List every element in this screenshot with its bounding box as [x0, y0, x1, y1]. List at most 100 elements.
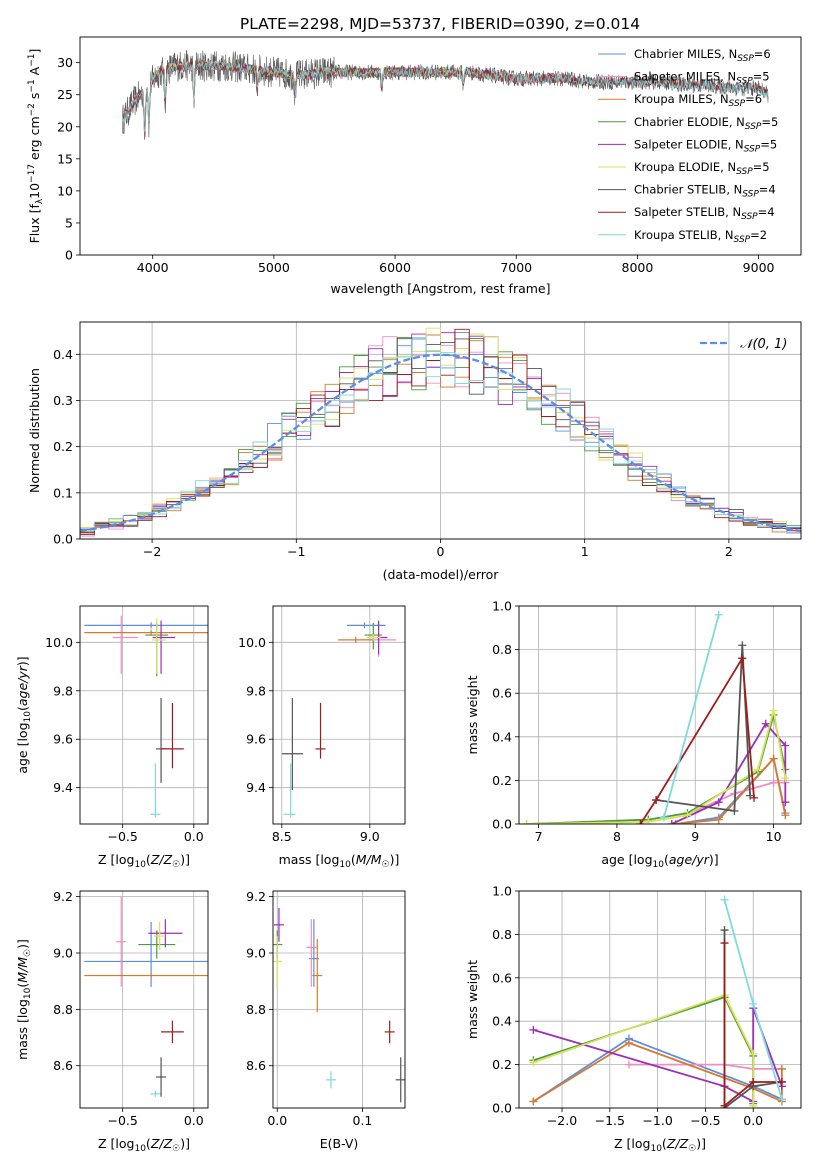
errorbar-point	[150, 763, 161, 818]
y-tick-label: 0.8	[492, 642, 512, 657]
legend-label: Salpeter ELODIE, NSSP=5	[634, 137, 777, 154]
plot-area	[122, 49, 769, 140]
x-tick-label: 9.0	[360, 829, 380, 844]
weight-marker	[720, 895, 729, 904]
errorbar-point	[161, 702, 184, 769]
weight-marker	[624, 1060, 633, 1069]
axes-frame	[518, 890, 802, 1109]
x-tick-label: −2.0	[547, 1113, 577, 1128]
model-spectrum	[122, 60, 769, 133]
errorbar-point	[151, 618, 166, 674]
errorbar-point	[283, 763, 296, 818]
axes-frame	[79, 890, 209, 1109]
y-tick-label: 0.4	[492, 729, 512, 744]
y-tick-label: 0.0	[492, 1101, 512, 1116]
x-tick-label: 0	[437, 544, 445, 559]
weight-marker	[667, 820, 676, 824]
axes-frame	[79, 605, 209, 825]
errorbar-point	[312, 938, 323, 1013]
weight-marker	[529, 1097, 538, 1106]
weight-marker	[781, 811, 790, 820]
x-axis-label: Z [log10(Z/Z☉)]	[614, 1136, 706, 1154]
y-tick-label: 9.0	[246, 946, 266, 961]
errorbar-point	[156, 1057, 167, 1097]
errorbar-point	[152, 620, 176, 674]
legend-label: Kroupa STELIB, NSSP=2	[634, 228, 767, 245]
legend-label: Salpeter MILES, NSSP=5	[634, 70, 770, 87]
errorbar-point	[148, 919, 183, 948]
weight-marker	[769, 754, 778, 763]
y-tick-label: 30	[57, 55, 73, 70]
weight-line	[526, 710, 787, 824]
plot-area	[80, 327, 801, 537]
weight-marker	[749, 1101, 758, 1108]
x-tick-label: 0.0	[267, 1113, 287, 1128]
y-tick-label: 8.6	[246, 1058, 266, 1073]
weight-marker	[738, 641, 747, 650]
axes-frame	[79, 321, 802, 540]
errorbar-point	[84, 972, 208, 979]
errorbar-point	[156, 698, 167, 783]
x-axis-label: (data-model)/error	[383, 567, 500, 582]
weight-marker	[749, 1077, 758, 1086]
x-tick-label: 2	[725, 544, 733, 559]
x-tick-label: 0.0	[184, 829, 204, 844]
weight-marker	[730, 806, 739, 815]
weight-marker	[749, 1049, 758, 1058]
y-axis-label: Normed distribution	[27, 368, 42, 493]
x-tick-label: 6000	[379, 260, 411, 275]
y-tick-label: 9.6	[53, 732, 73, 747]
grid	[519, 605, 801, 825]
y-tick-label: 9.8	[246, 683, 266, 698]
plot-area	[281, 620, 397, 818]
plot-area	[84, 615, 208, 818]
y-tick-label: 0.2	[53, 439, 73, 454]
y-tick-label: 10.0	[238, 635, 266, 650]
errorbar-point	[150, 1090, 161, 1097]
x-tick-label: 10	[766, 829, 782, 844]
errorbar-point	[153, 922, 166, 951]
errorbar-point	[273, 936, 283, 987]
weight-marker	[529, 1025, 538, 1034]
y-tick-label: 0.8	[492, 927, 512, 942]
weight-marker	[529, 1058, 538, 1067]
y-tick-label: 10.0	[45, 635, 73, 650]
y-axis-label: mass weight	[465, 675, 480, 754]
legend-label: Chabrier STELIB, NSSP=4	[634, 183, 776, 200]
errorbar-point	[84, 622, 208, 629]
y-tick-label: 1.0	[492, 599, 512, 614]
y-tick-label: 9.2	[246, 889, 266, 904]
x-tick-label: 8	[613, 829, 621, 844]
x-tick-label: 9	[691, 829, 699, 844]
y-tick-label: 9.6	[246, 732, 266, 747]
y-tick-label: 20	[57, 119, 73, 134]
y-tick-label: 0.1	[53, 485, 73, 500]
weight-line	[663, 614, 720, 818]
grid	[273, 891, 405, 1108]
plot-area	[522, 610, 790, 824]
errorbar-point	[281, 698, 303, 791]
weight-marker	[750, 793, 758, 802]
x-tick-label: −1.0	[642, 1113, 672, 1128]
weight-marker	[720, 1101, 729, 1108]
y-axis-label: mass [log10(M/M☉)]	[15, 939, 33, 1060]
x-tick-label: 7	[535, 829, 543, 844]
weight-marker	[683, 811, 692, 820]
legend-label: Chabrier ELODIE, NSSP=5	[634, 115, 778, 132]
weight-marker	[777, 1077, 786, 1086]
y-tick-label: 0	[65, 248, 73, 263]
grid	[80, 606, 208, 824]
figure-title: PLATE=2298, MJD=53737, FIBERID=0390, z=0…	[240, 15, 640, 33]
errorbar-point	[116, 896, 127, 987]
x-tick-label: −1.5	[595, 1113, 625, 1128]
y-tick-label: 0.6	[492, 970, 512, 985]
legend-label: Chabrier MILES, NSSP=6	[634, 47, 771, 64]
weight-marker	[714, 798, 723, 807]
weight-marker	[769, 778, 778, 787]
legend-label: Kroupa ELODIE, NSSP=5	[634, 160, 770, 177]
grid	[80, 891, 208, 1108]
y-tick-label: 9.2	[53, 889, 73, 904]
y-tick-label: 9.0	[53, 946, 73, 961]
weight-marker	[644, 817, 653, 824]
y-axis-label: age [log10(age/yr)]	[15, 656, 33, 773]
